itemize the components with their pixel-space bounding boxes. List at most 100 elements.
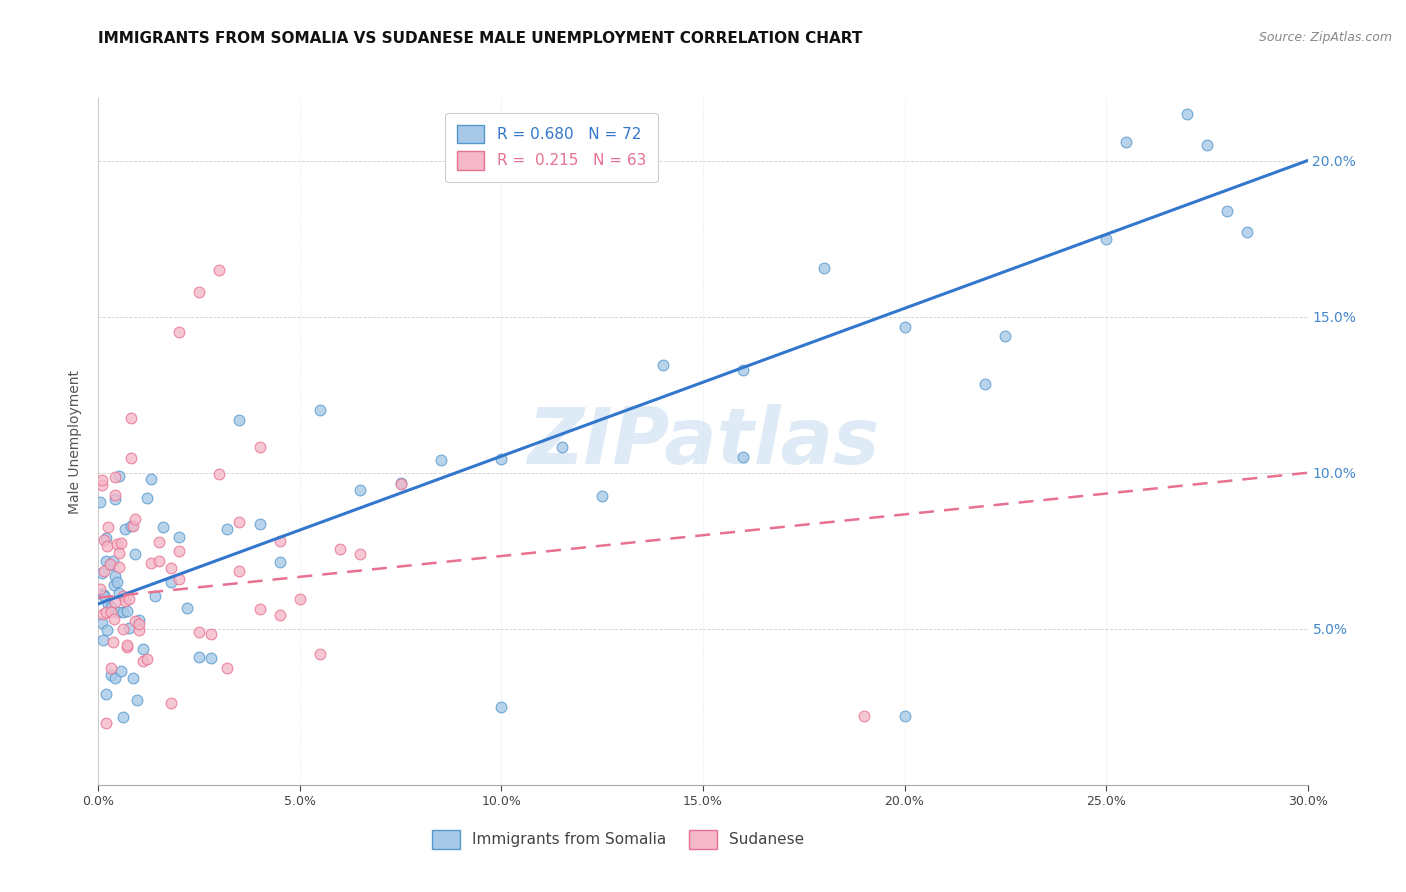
- Immigrants from Somalia: [132, 642, 155, 657]
- Sudanese: [114, 594, 136, 608]
- Sudanese: [208, 467, 231, 481]
- Immigrants from Somalia: [100, 601, 122, 615]
- Immigrants from Somalia: [100, 667, 122, 681]
- Sudanese: [188, 285, 211, 299]
- Immigrants from Somalia: [1175, 107, 1198, 121]
- Sudanese: [91, 473, 114, 487]
- Immigrants from Somalia: [100, 599, 122, 614]
- Sudanese: [105, 536, 128, 550]
- Immigrants from Somalia: [115, 604, 138, 618]
- Sudanese: [217, 661, 239, 675]
- Immigrants from Somalia: [167, 530, 190, 544]
- Sudanese: [309, 647, 332, 661]
- Sudanese: [90, 478, 112, 492]
- Immigrants from Somalia: [228, 413, 250, 427]
- Sudanese: [107, 560, 129, 574]
- Immigrants from Somalia: [152, 520, 174, 534]
- Immigrants from Somalia: [994, 329, 1017, 343]
- Sudanese: [139, 556, 162, 570]
- Sudanese: [110, 535, 132, 549]
- Sudanese: [103, 612, 125, 626]
- Sudanese: [124, 614, 146, 628]
- Immigrants from Somalia: [111, 605, 134, 619]
- Sudanese: [853, 709, 876, 723]
- Immigrants from Somalia: [551, 441, 574, 455]
- Immigrants from Somalia: [893, 709, 915, 723]
- Y-axis label: Male Unemployment: Male Unemployment: [69, 369, 83, 514]
- Immigrants from Somalia: [114, 522, 136, 536]
- Immigrants from Somalia: [120, 518, 142, 533]
- Sudanese: [329, 542, 352, 557]
- Sudanese: [93, 533, 115, 547]
- Immigrants from Somalia: [176, 600, 198, 615]
- Sudanese: [148, 534, 170, 549]
- Immigrants from Somalia: [97, 597, 120, 611]
- Immigrants from Somalia: [143, 589, 166, 603]
- Sudanese: [228, 515, 250, 529]
- Text: IMMIGRANTS FROM SOMALIA VS SUDANESE MALE UNEMPLOYMENT CORRELATION CHART: IMMIGRANTS FROM SOMALIA VS SUDANESE MALE…: [98, 31, 863, 46]
- Immigrants from Somalia: [110, 664, 132, 678]
- Text: Source: ZipAtlas.com: Source: ZipAtlas.com: [1258, 31, 1392, 45]
- Sudanese: [101, 635, 124, 649]
- Sudanese: [148, 554, 170, 568]
- Immigrants from Somalia: [118, 622, 141, 636]
- Immigrants from Somalia: [1236, 225, 1258, 239]
- Sudanese: [97, 520, 120, 534]
- Immigrants from Somalia: [389, 475, 412, 490]
- Sudanese: [128, 624, 150, 638]
- Sudanese: [104, 469, 127, 483]
- Immigrants from Somalia: [1216, 203, 1239, 218]
- Immigrants from Somalia: [89, 495, 111, 509]
- Sudanese: [111, 622, 134, 636]
- Immigrants from Somalia: [104, 491, 127, 506]
- Immigrants from Somalia: [591, 489, 613, 503]
- Immigrants from Somalia: [94, 687, 117, 701]
- Immigrants from Somalia: [96, 554, 118, 568]
- Text: ZIPatlas: ZIPatlas: [527, 403, 879, 480]
- Sudanese: [100, 605, 122, 619]
- Sudanese: [269, 607, 291, 622]
- Immigrants from Somalia: [91, 633, 114, 648]
- Sudanese: [249, 602, 271, 616]
- Sudanese: [98, 557, 121, 571]
- Immigrants from Somalia: [430, 452, 453, 467]
- Immigrants from Somalia: [269, 554, 291, 568]
- Sudanese: [160, 696, 183, 710]
- Immigrants from Somalia: [309, 403, 332, 417]
- Immigrants from Somalia: [91, 566, 114, 581]
- Immigrants from Somalia: [107, 586, 129, 600]
- Immigrants from Somalia: [93, 589, 115, 603]
- Sudanese: [167, 572, 190, 586]
- Sudanese: [132, 654, 155, 668]
- Sudanese: [135, 651, 157, 665]
- Immigrants from Somalia: [91, 587, 114, 601]
- Sudanese: [103, 595, 125, 609]
- Immigrants from Somalia: [103, 671, 125, 685]
- Sudanese: [103, 488, 125, 502]
- Sudanese: [121, 519, 143, 533]
- Immigrants from Somalia: [733, 362, 755, 376]
- Immigrants from Somalia: [217, 523, 239, 537]
- Immigrants from Somalia: [349, 483, 371, 497]
- Immigrants from Somalia: [107, 606, 129, 620]
- Sudanese: [167, 325, 190, 339]
- Sudanese: [269, 533, 291, 548]
- Immigrants from Somalia: [1095, 232, 1118, 246]
- Immigrants from Somalia: [200, 651, 222, 665]
- Immigrants from Somalia: [103, 569, 125, 583]
- Sudanese: [89, 582, 111, 596]
- Immigrants from Somalia: [135, 491, 157, 505]
- Sudanese: [120, 450, 142, 465]
- Immigrants from Somalia: [124, 548, 146, 562]
- Immigrants from Somalia: [107, 469, 129, 483]
- Immigrants from Somalia: [974, 377, 997, 392]
- Sudanese: [188, 624, 211, 639]
- Immigrants from Somalia: [160, 574, 183, 589]
- Immigrants from Somalia: [111, 710, 134, 724]
- Sudanese: [349, 547, 371, 561]
- Sudanese: [124, 511, 146, 525]
- Immigrants from Somalia: [105, 575, 128, 590]
- Immigrants from Somalia: [128, 613, 150, 627]
- Immigrants from Somalia: [90, 615, 112, 630]
- Sudanese: [93, 564, 115, 578]
